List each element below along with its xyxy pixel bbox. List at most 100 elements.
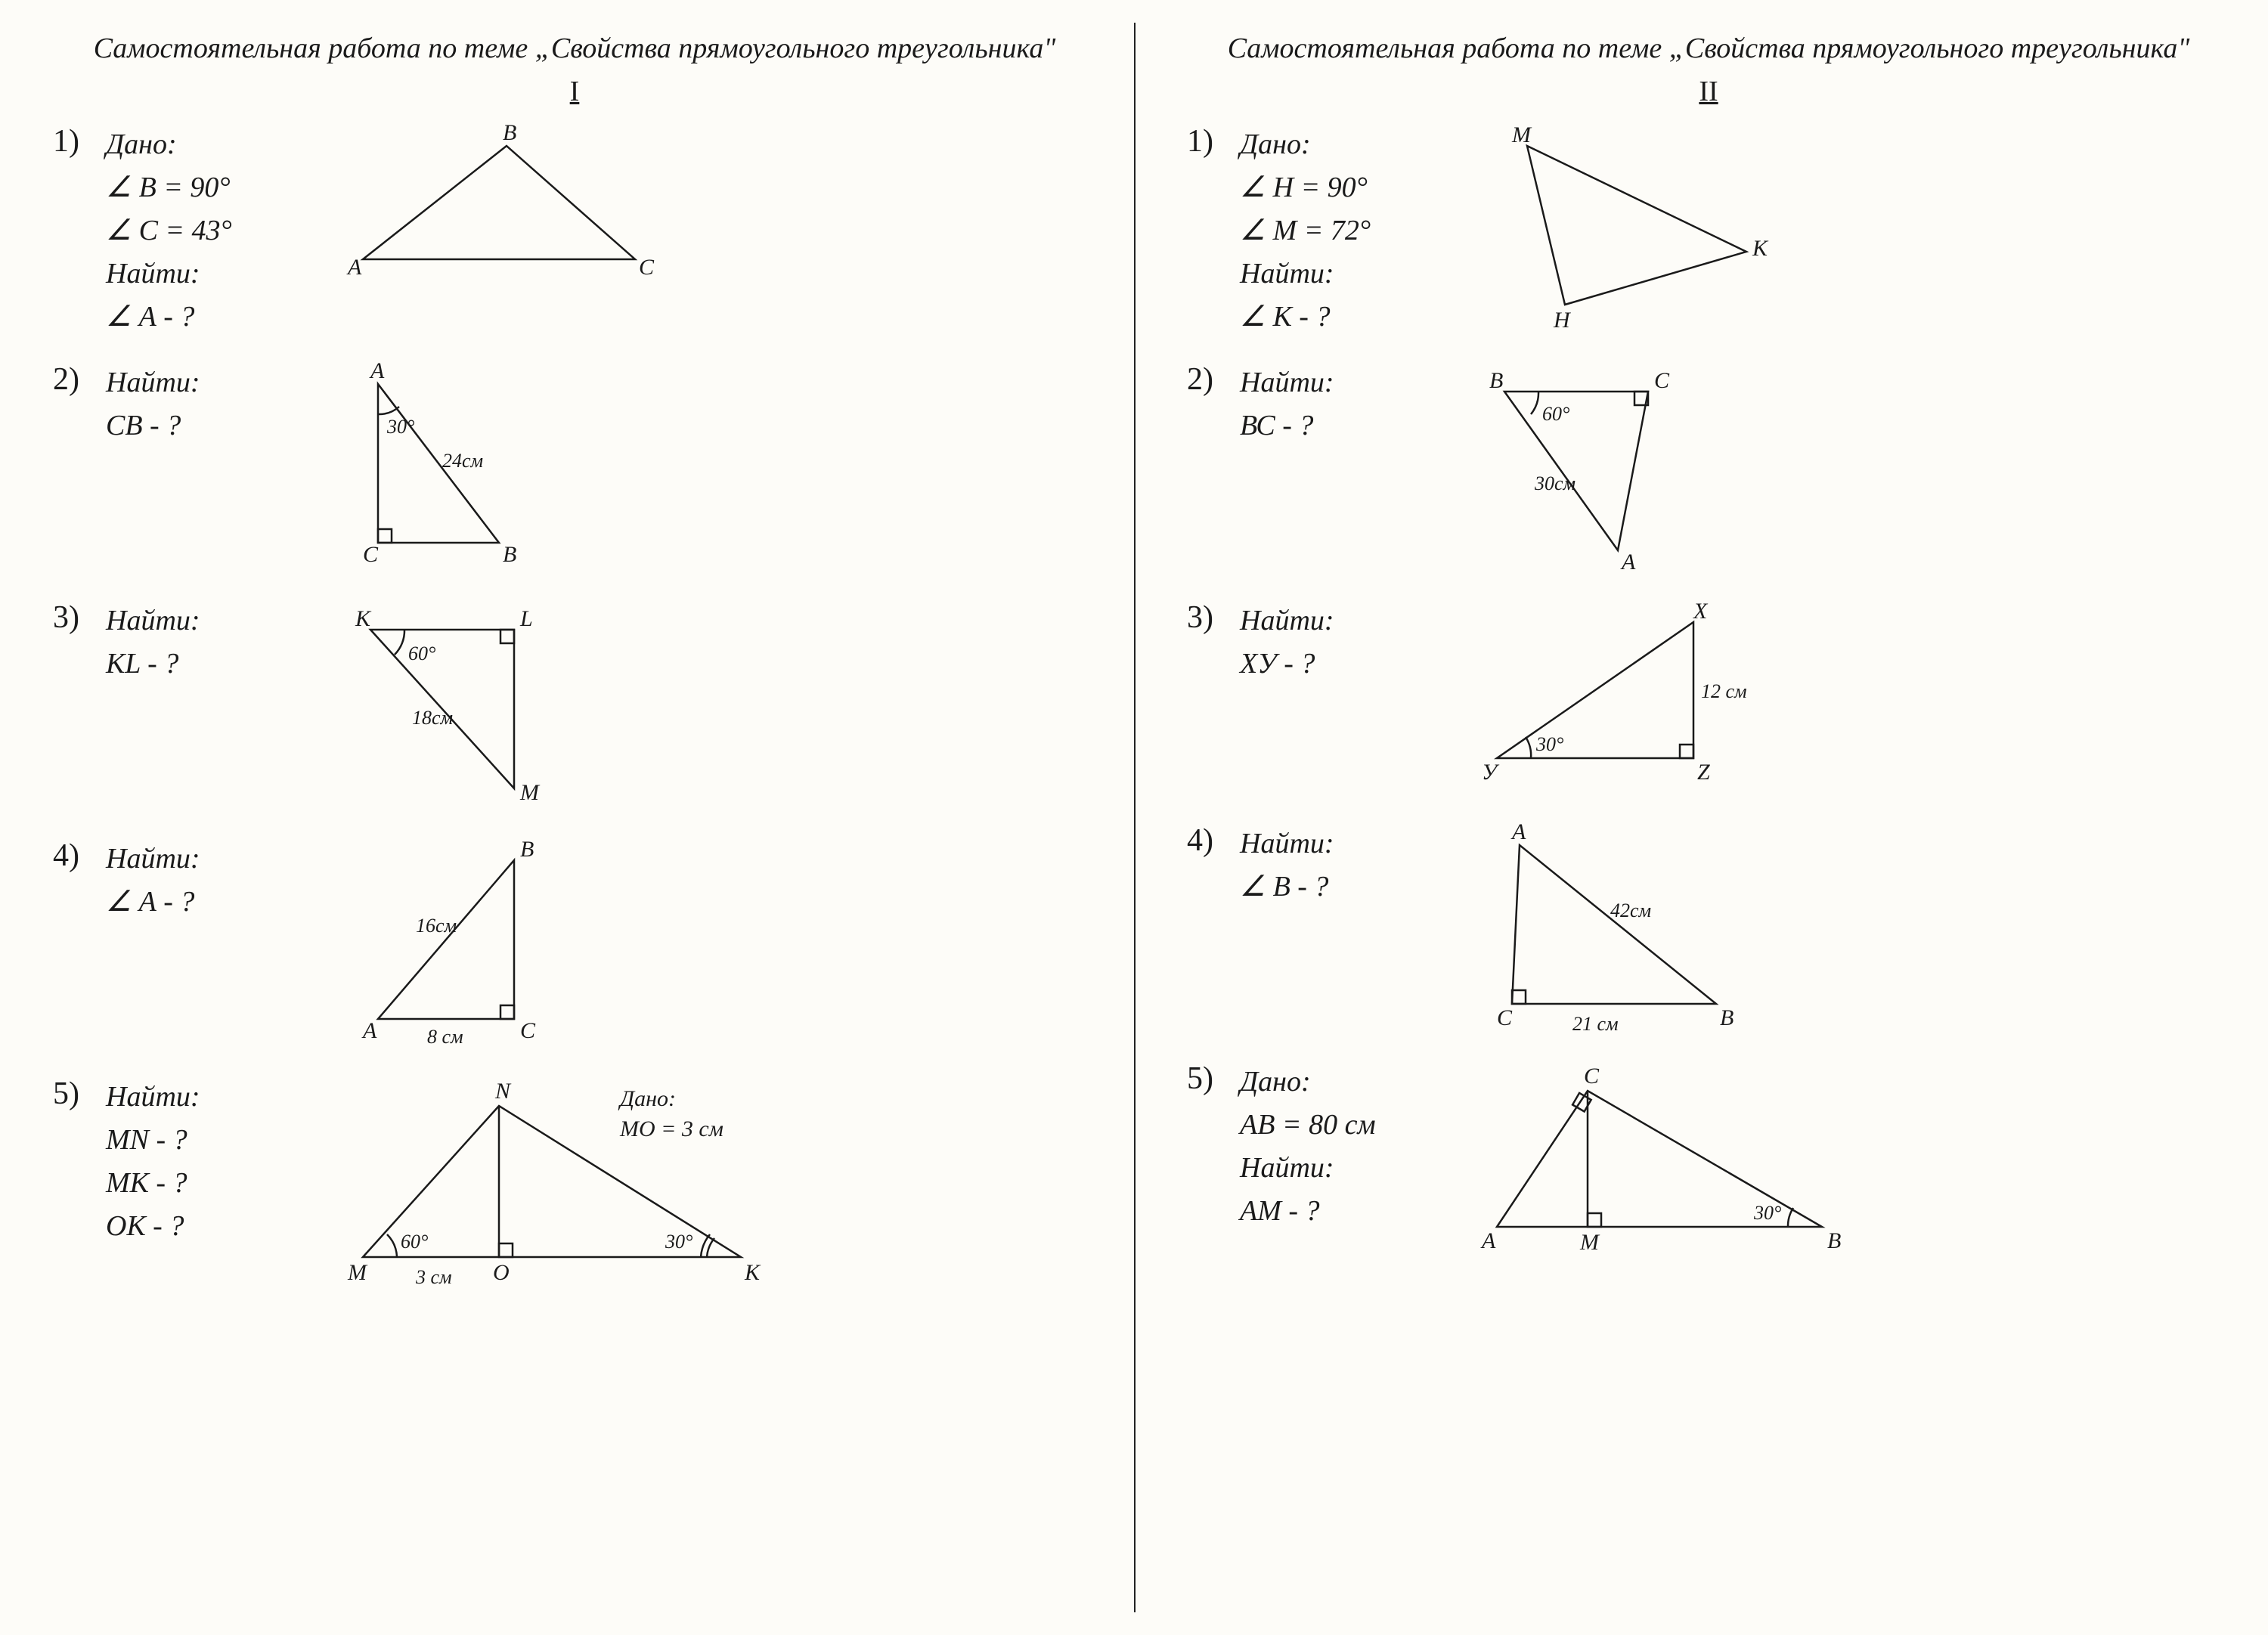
given-label: Дано: — [106, 123, 333, 166]
vertex-label: А — [369, 358, 385, 383]
find-line: МN - ? — [106, 1119, 333, 1162]
figure-triangle: А С В 30° 24см — [333, 361, 1096, 577]
problem-number: 4) — [53, 838, 106, 874]
side-label: 8 см — [427, 1026, 463, 1048]
given-line: ∠ В = 90° — [106, 166, 333, 209]
find-line: АМ - ? — [1240, 1190, 1467, 1233]
figure-triangle: А С В — [333, 123, 1096, 293]
vertex-label: С — [1584, 1064, 1600, 1088]
side-label: 18см — [412, 707, 453, 729]
vertex-label: Z — [1697, 760, 1710, 785]
title-right: Самостоятельная работа по теме „Свойства… — [1187, 30, 2230, 67]
vertex-label: М — [1579, 1230, 1600, 1255]
vertex-label: К — [1752, 236, 1769, 261]
given-line: МО = 3 см — [619, 1116, 723, 1141]
problem-l2: 2) Найти: СВ - ? А С В 30° 24см — [53, 361, 1096, 577]
vertex-label: В — [503, 120, 516, 145]
variant-right: II — [1187, 75, 2230, 108]
find-line: ∠ А - ? — [106, 296, 333, 339]
vertex-label: Х — [1693, 599, 1709, 624]
problem-text: Дано: ∠ Н = 90° ∠ М = 72° Найти: ∠ К - ? — [1240, 123, 1467, 339]
vertex-label: А — [361, 1018, 377, 1043]
problem-r2: 2) Найти: ВС - ? В С А 60° 30см — [1187, 361, 2230, 577]
problem-text: Найти: ВС - ? — [1240, 361, 1467, 447]
problem-number: 5) — [1187, 1061, 1240, 1097]
vertex-label: В — [1827, 1228, 1841, 1253]
figure-triangle: М О К N 60° 30° 3 см Дано: МО = 3 см — [333, 1076, 1096, 1306]
find-label: Найти: — [1240, 1147, 1467, 1190]
find-label: Найти: — [1240, 822, 1467, 865]
given-label: Дано: — [1240, 123, 1467, 166]
angle-label: 60° — [408, 643, 435, 664]
given-line: ∠ С = 43° — [106, 209, 333, 252]
vertex-label: В — [503, 542, 516, 567]
problem-number: 2) — [1187, 361, 1240, 398]
vertex-label: К — [744, 1260, 761, 1285]
title-left: Самостоятельная работа по теме „Свойства… — [53, 30, 1096, 67]
vertex-label: С — [639, 255, 655, 280]
find-line: ВС - ? — [1240, 404, 1467, 447]
find-line: СВ - ? — [106, 404, 333, 447]
find-label: Найти: — [1240, 252, 1467, 296]
figure-triangle: А М В С 30° — [1467, 1061, 2230, 1261]
figure-triangle: А С В 42см 21 см — [1467, 822, 2230, 1038]
vertex-label: В — [1489, 368, 1503, 393]
vertex-label: О — [493, 1260, 510, 1285]
variant-left: I — [53, 75, 1096, 108]
problem-text: Дано: ∠ В = 90° ∠ С = 43° Найти: ∠ А - ? — [106, 123, 333, 339]
find-line: ∠ К - ? — [1240, 296, 1467, 339]
problem-l5: 5) Найти: МN - ? МК - ? ОК - ? М О К — [53, 1076, 1096, 1306]
problem-number: 3) — [1187, 599, 1240, 636]
vertex-label: В — [1720, 1005, 1734, 1030]
vertex-label: А — [1510, 819, 1526, 844]
problem-number: 1) — [1187, 123, 1240, 159]
find-line: МК - ? — [106, 1162, 333, 1205]
find-line: КL - ? — [106, 643, 333, 686]
given-line: АВ = 80 см — [1240, 1104, 1467, 1147]
worksheet: Самостоятельная работа по теме „Свойства… — [0, 0, 2268, 1635]
vertex-label: С — [363, 542, 379, 567]
problem-number: 2) — [53, 361, 106, 398]
figure-triangle: К L М 60° 18см — [333, 599, 1096, 815]
side-label: 24см — [442, 450, 483, 472]
angle-label: 30° — [1753, 1202, 1781, 1224]
vertex-label: L — [519, 606, 533, 631]
problem-r3: 3) Найти: ХУ - ? У Z Х 30° 12 см — [1187, 599, 2230, 800]
problem-number: 4) — [1187, 822, 1240, 859]
problem-text: Найти: МN - ? МК - ? ОК - ? — [106, 1076, 333, 1248]
angle-label: 30° — [1535, 733, 1563, 755]
find-label: Найти: — [106, 361, 333, 404]
figure-triangle: В С А 60° 30см — [1467, 361, 2230, 577]
angle-label: 60° — [401, 1231, 428, 1253]
vertex-label: В — [520, 837, 534, 862]
problem-text: Найти: КL - ? — [106, 599, 333, 686]
side-label: 3 см — [415, 1266, 452, 1288]
find-line: ХУ - ? — [1240, 643, 1467, 686]
figure-triangle: М Н К — [1467, 123, 2230, 339]
angle-label: 60° — [1542, 403, 1569, 425]
figure-triangle: А С В 16см 8 см — [333, 838, 1096, 1053]
vertex-label: М — [1511, 122, 1532, 147]
find-label: Найти: — [106, 838, 333, 881]
angle-label: 30° — [386, 416, 414, 438]
figure-triangle: У Z Х 30° 12 см — [1467, 599, 2230, 800]
vertex-label: С — [1497, 1005, 1513, 1030]
vertex-label: А — [346, 255, 362, 280]
find-line: ОК - ? — [106, 1205, 333, 1248]
column-left: Самостоятельная работа по теме „Свойства… — [0, 0, 1134, 1635]
given-line: ∠ М = 72° — [1240, 209, 1467, 252]
problem-number: 1) — [53, 123, 106, 159]
vertex-label: С — [520, 1018, 536, 1043]
given-label: Дано: — [618, 1086, 676, 1111]
side-label: 16см — [416, 915, 457, 937]
problem-text: Найти: ∠ А - ? — [106, 838, 333, 924]
vertex-label: С — [1654, 368, 1670, 393]
column-right: Самостоятельная работа по теме „Свойства… — [1134, 0, 2268, 1635]
problem-l3: 3) Найти: КL - ? К L М 60° 18см — [53, 599, 1096, 815]
find-line: ∠ А - ? — [106, 881, 333, 924]
find-label: Найти: — [1240, 599, 1467, 643]
problem-text: Найти: СВ - ? — [106, 361, 333, 447]
problem-r5: 5) Дано: АВ = 80 см Найти: АМ - ? А М В … — [1187, 1061, 2230, 1261]
vertex-label: У — [1482, 760, 1500, 785]
find-label: Найти: — [106, 252, 333, 296]
